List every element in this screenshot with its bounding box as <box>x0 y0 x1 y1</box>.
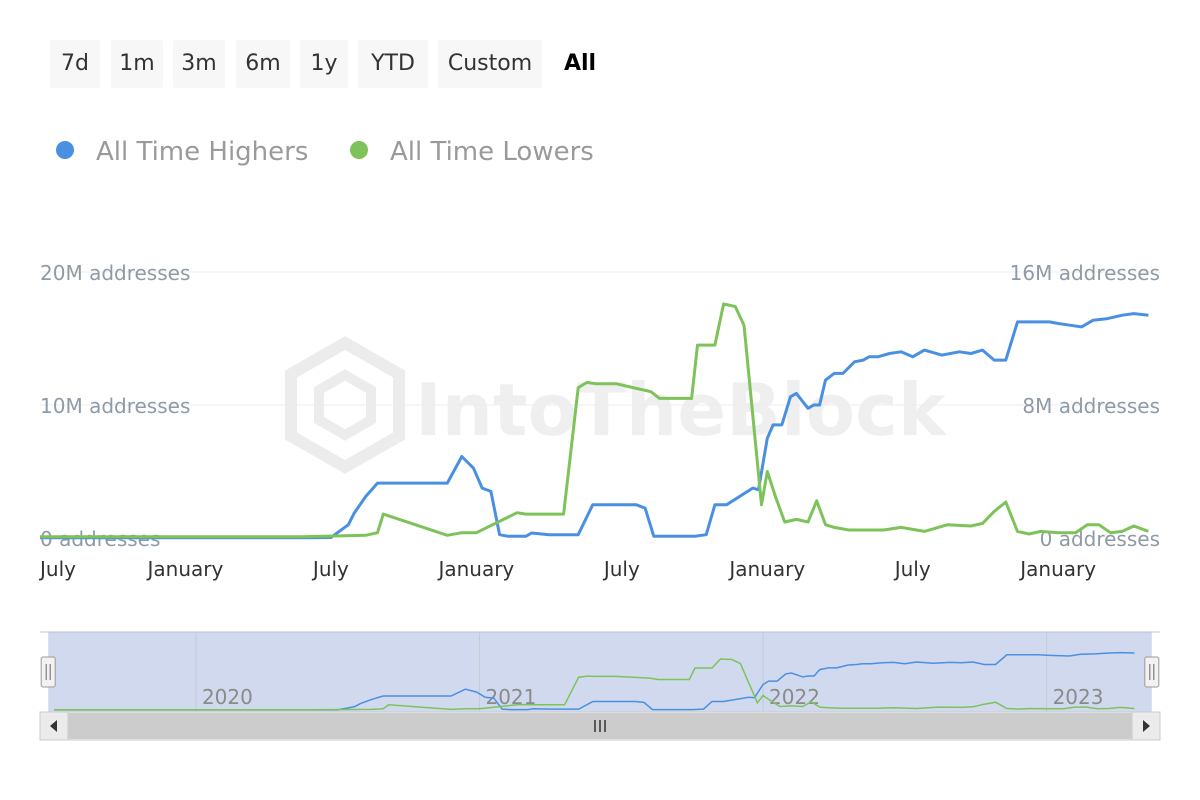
y-left-tick-label: 20M addresses <box>40 261 190 285</box>
handle-grip-icon <box>40 656 56 688</box>
legend-dot-icon <box>56 140 74 159</box>
range-6m-button[interactable]: 6m <box>236 40 290 88</box>
watermark: IntoTheBlock <box>285 336 948 474</box>
grid <box>40 271 1160 406</box>
navigator-left-handle[interactable] <box>40 656 56 688</box>
legend-item-highers[interactable]: All Time Highers <box>56 130 308 174</box>
watermark-text: IntoTheBlock <box>415 368 948 452</box>
y-axis-right: 0 addresses 8M addresses 16M addresses <box>1010 261 1160 551</box>
arrow-left-icon <box>50 720 57 732</box>
x-tick-label: July <box>38 557 76 581</box>
arrow-right-icon <box>1143 720 1150 732</box>
range-ytd-button[interactable]: YTD <box>358 40 428 88</box>
y-right-tick-label: 8M addresses <box>1022 394 1160 418</box>
series-lines <box>40 302 1149 540</box>
navigator-year-label: 2023 <box>1053 685 1104 709</box>
range-3m-button[interactable]: 3m <box>173 40 225 88</box>
navigator-year-label: 2020 <box>202 685 253 709</box>
series-line-lowers <box>40 302 1149 539</box>
legend-dot-icon <box>350 140 368 159</box>
x-tick-label: January <box>727 557 805 581</box>
legend-item-lowers[interactable]: All Time Lowers <box>350 130 594 174</box>
x-tick-label: July <box>893 557 931 581</box>
navigator-line-lowers <box>54 658 1135 711</box>
x-tick-label: January <box>436 557 514 581</box>
x-tick-label: July <box>602 557 640 581</box>
x-tick-label: January <box>1018 557 1096 581</box>
range-1m-button[interactable]: 1m <box>111 40 163 88</box>
range-1y-button[interactable]: 1y <box>300 40 348 88</box>
x-axis: July January July January July January July Jan… <box>38 557 1096 581</box>
watermark-logo-icon <box>285 336 405 474</box>
range-all-button[interactable]: All <box>563 51 597 76</box>
navigator-selection <box>48 632 1152 712</box>
range-custom-button[interactable]: Custom <box>438 40 542 88</box>
series-line-highers <box>40 312 1149 540</box>
y-right-tick-label: 16M addresses <box>1010 261 1160 285</box>
handle-grip-icon <box>1144 656 1160 688</box>
navigator-right-handle[interactable] <box>1144 656 1160 688</box>
y-right-tick-label: 0 addresses <box>1040 527 1160 551</box>
navigator-line-highers <box>54 651 1135 711</box>
navigator[interactable]: 2020 2021 2022 2023 <box>39 631 1161 741</box>
y-left-tick-label: 10M addresses <box>40 394 190 418</box>
legend-label-lowers: All Time Lowers <box>390 137 594 167</box>
x-tick-label: July <box>311 557 349 581</box>
x-tick-label: January <box>146 557 224 581</box>
range-7d-button[interactable]: 7d <box>50 40 100 88</box>
legend-label-highers: All Time Highers <box>96 137 309 167</box>
